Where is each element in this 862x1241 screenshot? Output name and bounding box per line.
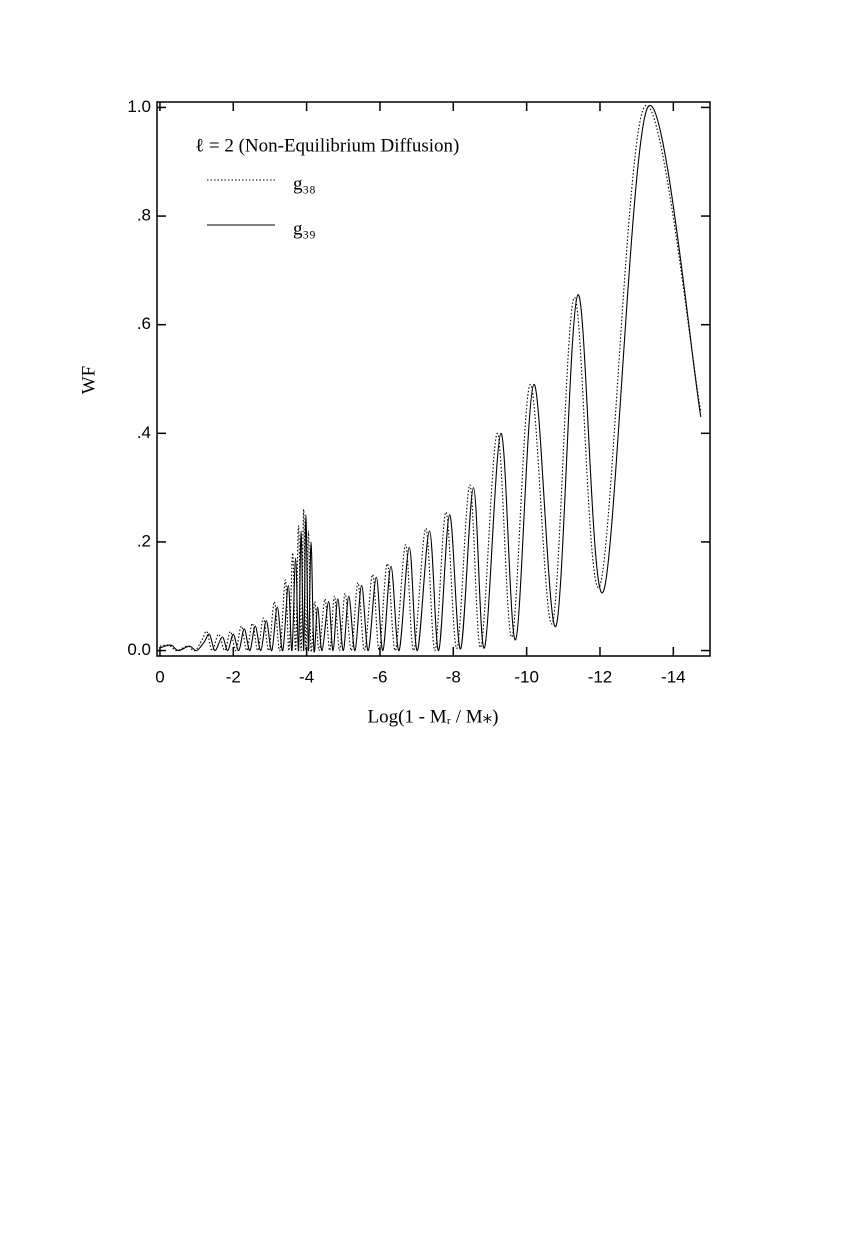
x-tick-label: -2: [226, 667, 241, 686]
x-tick-label: -8: [446, 667, 461, 686]
x-tick-label: 0: [155, 667, 164, 686]
x-tick-label: -10: [514, 667, 539, 686]
x-axis-label: Log(1 - Mᵣ / M⁎): [367, 706, 498, 727]
series-line: [159, 104, 702, 653]
y-tick-label: 0.0: [127, 640, 151, 659]
y-tick-label: .2: [137, 531, 151, 550]
x-tick-label: -6: [372, 667, 387, 686]
series-line: [159, 104, 702, 653]
x-tick-label: -4: [299, 667, 314, 686]
x-tick-label: -14: [661, 667, 686, 686]
y-tick-label: .6: [137, 314, 151, 333]
x-tick-label: -12: [588, 667, 613, 686]
legend-label: g₃₈: [293, 173, 316, 194]
y-tick-label: 1.0: [127, 97, 151, 116]
plot-frame: [156, 101, 711, 657]
y-tick-label: .4: [137, 423, 151, 442]
y-tick-label: .8: [137, 206, 151, 225]
legend-label: g₃₉: [293, 218, 316, 239]
y-axis-label: WF: [78, 366, 99, 395]
legend-title: ℓ = 2 (Non-Equilibrium Diffusion): [195, 135, 459, 156]
